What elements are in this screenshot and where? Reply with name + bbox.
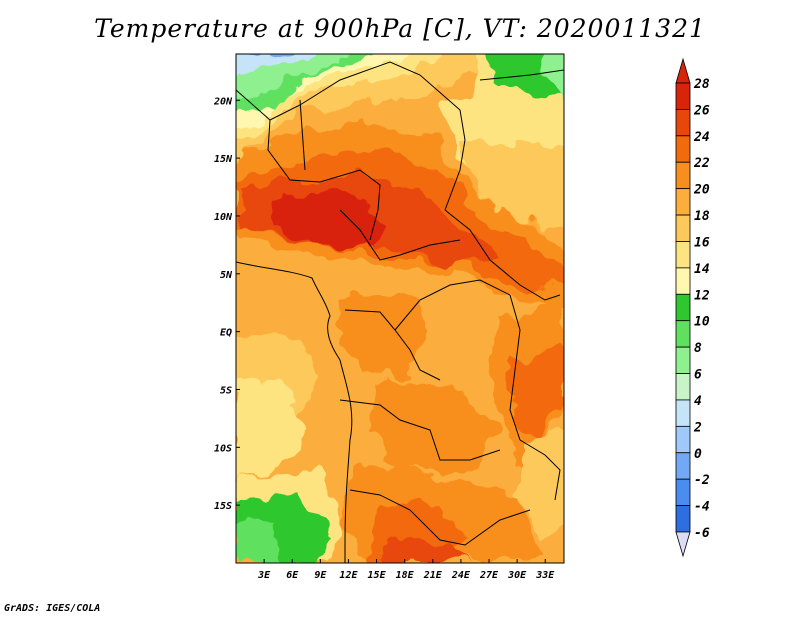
colorbar-label: 24 (693, 130, 710, 145)
colorbar-cell (675, 425, 691, 454)
colorbar-label: -6 (694, 526, 710, 541)
lon-tick-label: 27E (479, 570, 499, 581)
latitude-axis: 20N 15N 10N 5N EQ 5S 10S 15S (213, 96, 240, 512)
lat-tick-label: 20N (213, 96, 233, 107)
colorbar-cell (675, 452, 691, 480)
page-title: Temperature at 900hPa [C], VT: 202001132… (94, 14, 706, 43)
lon-tick-label: 18E (396, 570, 415, 581)
colorbar-bottom-triangle (675, 531, 691, 558)
colorbar-cell (675, 293, 691, 322)
colorbar-label: 26 (693, 103, 710, 118)
colorbar-label: 4 (694, 394, 702, 409)
colorbar-label: 22 (693, 156, 710, 171)
colorbar-cell (675, 109, 691, 137)
colorbar-label: 10 (694, 315, 710, 330)
colorbar-label: -4 (694, 500, 710, 515)
lon-tick-label: 21E (423, 570, 443, 581)
lon-tick-label: 6E (286, 570, 299, 581)
colorbar-cell (675, 373, 691, 401)
colorbar-cell (675, 320, 691, 348)
colorbar-label: 16 (694, 235, 710, 250)
colorbar-top-triangle (675, 57, 691, 84)
colorbar-label: 12 (694, 288, 710, 303)
lat-tick-label: EQ (220, 328, 232, 339)
colorbar-label: 18 (694, 209, 710, 224)
lon-tick-label: 33E (535, 570, 555, 581)
colorbar-cell (675, 346, 691, 374)
colorbar-label: 14 (694, 262, 710, 277)
lat-tick-label: 10S (214, 443, 232, 454)
lat-tick-label: 5N (220, 270, 233, 281)
lon-tick-label: 15E (368, 570, 387, 581)
colorbar-cell (675, 267, 691, 295)
colorbar-cell (675, 214, 691, 242)
colorbar-label: 0 (694, 447, 702, 462)
colorbar-cell (675, 478, 691, 506)
lon-tick-label: 3E (257, 570, 271, 581)
lat-tick-label: 5S (220, 385, 232, 396)
colorbar-cell (675, 505, 691, 533)
lon-tick-label: 12E (339, 570, 358, 581)
colorbar-label: 28 (693, 77, 710, 92)
lat-tick-label: 10N (214, 212, 233, 223)
colorbar-label: 20 (693, 183, 710, 198)
colorbar-label: 6 (694, 368, 702, 383)
colorbar-label: -2 (694, 473, 710, 488)
lon-tick-label: 24E (451, 570, 471, 581)
plot-frame (235, 53, 565, 564)
lat-tick-label: 15N (214, 154, 233, 165)
lat-tick-label: 15S (214, 501, 232, 512)
colorbar-cell (675, 188, 691, 216)
credit-label: GrADS: IGES/COLA (4, 603, 101, 614)
colorbar-cell (675, 399, 691, 427)
colorbar-cell (675, 82, 691, 110)
colorbar-label: 8 (694, 341, 702, 356)
colorbar-cell (675, 161, 691, 190)
colorbar-label: 2 (693, 420, 702, 435)
colorbar-cell (675, 135, 691, 163)
lon-tick-label: 9E (314, 570, 327, 581)
colorbar-cell (675, 241, 691, 269)
country-borders (236, 61, 564, 563)
temperature-field (236, 54, 564, 563)
longitude-axis: 3E 6E 9E 12E 15E 18E 21E 24E 27E 30E 33E (257, 559, 555, 581)
lon-tick-label: 30E (507, 570, 527, 581)
